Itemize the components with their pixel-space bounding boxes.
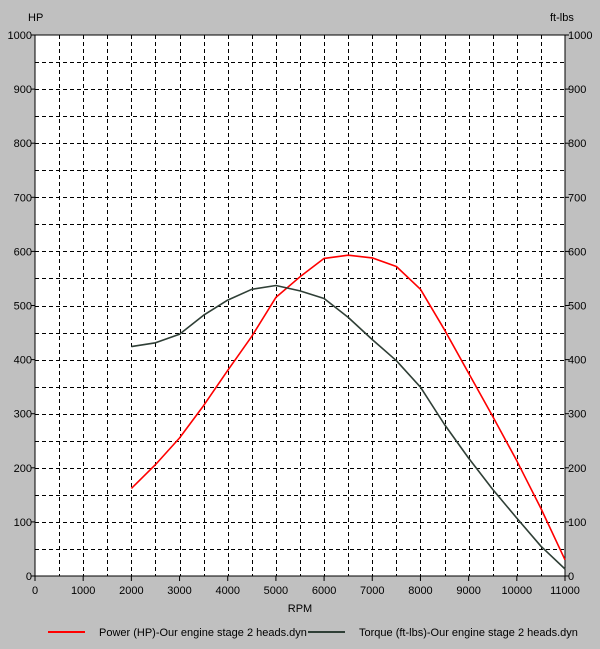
y-tick-label-left: 900 [14,84,32,96]
x-tick-label: 0 [32,585,38,597]
y-tick-label-right: 900 [568,84,586,96]
y-tick-label-right: 400 [568,355,586,367]
series-line-2 [131,284,566,570]
y-axis-left-label: HP [28,12,43,24]
x-axis-label: RPM [288,603,312,615]
x-tick-label: 10000 [502,585,533,597]
y-tick-label-right: 500 [568,301,586,313]
x-tick-label: 1000 [71,585,95,597]
legend-label-1: Power (HP)-Our engine stage 2 heads.dyn [99,627,307,639]
x-tick-label: 5000 [264,585,288,597]
y-tick-label-right: 0 [568,571,574,583]
y-tick-label-left: 800 [14,138,32,150]
y-tick-label-left: 1000 [8,30,32,42]
x-tick-label: 3000 [167,585,191,597]
x-tick-label: 8000 [408,585,432,597]
y-tick-label-left: 500 [14,301,32,313]
x-tick-label: 11000 [550,585,580,597]
y-tick-label-right: 300 [568,409,586,421]
y-tick-label-left: 200 [14,463,32,475]
y-tick-label-right: 200 [568,463,586,475]
y-tick-label-right: 600 [568,246,586,258]
x-tick-label: 4000 [215,585,239,597]
y-tick-label-left: 100 [14,517,32,529]
y-tick-label-right: 1000 [568,30,592,42]
y-tick-label-right: 800 [568,138,586,150]
y-tick-label-right: 700 [568,192,586,204]
x-tick-label: 2000 [119,585,143,597]
series-line-1 [130,254,566,561]
legend-label-2: Torque (ft-lbs)-Our engine stage 2 heads… [359,627,578,639]
y-tick-label-left: 600 [14,246,32,258]
x-tick-label: 7000 [360,585,384,597]
x-tick-label: 6000 [312,585,336,597]
x-tick-label: 9000 [456,585,480,597]
y-axis-right-label: ft-lbs [550,12,574,24]
y-tick-label-right: 100 [568,517,586,529]
y-tick-label-left: 0 [26,571,32,583]
y-tick-label-left: 400 [14,355,32,367]
y-tick-label-left: 300 [14,409,32,421]
legend: Power (HP)-Our engine stage 2 heads.dyn T… [48,627,578,639]
y-tick-label-left: 700 [14,192,32,204]
